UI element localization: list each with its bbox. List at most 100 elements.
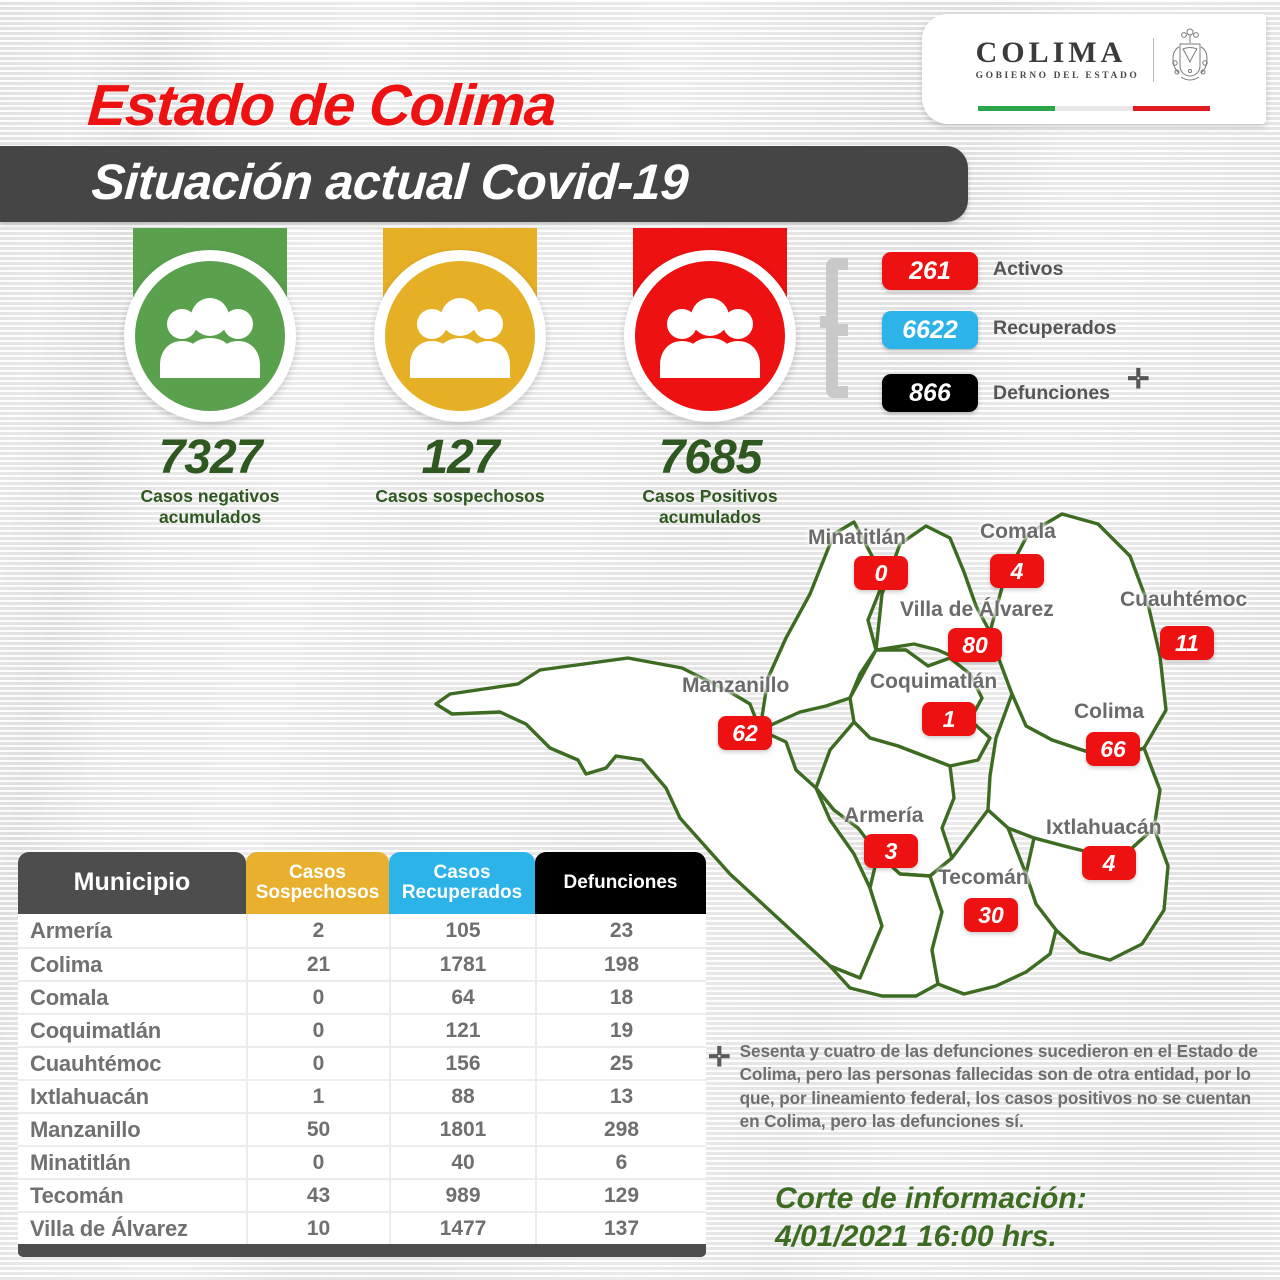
cell-defunciones: 19 [535,1015,706,1046]
map-badge-minatitlan: 0 [854,556,908,590]
map-badge-ixtlahuacan: 4 [1082,846,1136,880]
cell-defunciones: 6 [535,1147,706,1178]
cell-recuperados: 989 [389,1180,535,1211]
map-label-manzanillo: Manzanillo [682,674,790,697]
map-label-colima: Colima [1074,700,1145,723]
map-label-coquimatlan: Coquimatlán [870,670,998,693]
people-group-icon [154,294,266,378]
recuperados-pill: 6622 [882,311,978,349]
cell-defunciones: 198 [535,949,706,980]
cell-recuperados: 1781 [389,949,535,980]
cell-recuperados: 121 [389,1015,535,1046]
cutoff-block: Corte de información: 4/01/2021 16:00 hr… [775,1180,1087,1257]
logo-row: COLIMA GOBIERNO DEL ESTADO [976,27,1213,92]
table-header-sospechosos: Casos Sospechosos [246,852,389,914]
footnote-marker-icon: ✛ [1127,364,1150,394]
cell-municipio: Minatitlán [30,1149,131,1175]
positivos-circle [624,250,796,422]
negativos-value: 7327 [158,431,263,484]
cell-sospechosos: 0 [246,982,389,1013]
people-group-icon [654,294,766,378]
cutoff-datetime: 4/01/2021 16:00 hrs. [775,1220,1057,1254]
map-badge-armeria: 3 [864,834,918,868]
cell-recuperados: 105 [389,914,535,947]
summary-card-negativos: 7327 Casos negativos acumulados [95,228,325,527]
summary-card-sospechosos: 127 Casos sospechosos [345,228,575,506]
table-header-row: Municipio Casos Sospechosos Casos Recupera… [18,852,706,914]
cell-recuperados: 156 [389,1048,535,1079]
cell-sospechosos: 43 [246,1180,389,1211]
cell-sospechosos: 2 [246,914,389,947]
cell-municipio: Coquimatlán [30,1017,162,1043]
cell-municipio: Colima [30,951,103,977]
bracket-connector-icon [786,252,872,404]
cell-sospechosos: 10 [246,1213,389,1244]
table-row: Cuauhtémoc 0 156 25 [18,1046,706,1079]
table-header-recuperados: Casos Recuperados [389,852,535,914]
cell-sospechosos: 21 [246,949,389,980]
sospechosos-label-1: Casos sospechosos [375,486,545,506]
logo-tagline: GOBIERNO DEL ESTADO [975,71,1140,81]
cell-defunciones: 137 [535,1213,706,1244]
map-label-comala: Comala [980,520,1056,543]
sospechosos-value: 127 [421,431,499,484]
map-badge-manzanillo: 62 [718,716,772,750]
summary-card-positivos: 7685 Casos Positivos acumulados [595,228,825,527]
positivos-label-2: acumulados [658,507,762,528]
positivos-label-1: Casos Positivos [642,486,778,506]
table-row: Colima 21 1781 198 [18,947,706,980]
cell-recuperados: 1477 [389,1213,535,1244]
government-logo-card: COLIMA GOBIERNO DEL ESTADO [922,14,1266,124]
mexico-flag-line [978,106,1210,111]
cell-sospechosos: 50 [246,1114,389,1145]
cell-defunciones: 129 [535,1180,706,1211]
region-minatitlan [758,520,882,732]
footnote-text: Sesenta y cuatro de las defunciones suce… [739,1041,1258,1132]
table-header-defunciones: Defunciones [535,852,706,914]
cell-recuperados: 1801 [389,1114,535,1145]
map-label-tecoman: Tecomán [938,866,1029,889]
footnote-block: ✛ Sesenta y cuatro de las defunciones su… [708,1040,1268,1134]
cell-defunciones: 18 [535,982,706,1013]
cell-sospechosos: 0 [246,1048,389,1079]
subtitle-bar [0,146,968,222]
map-badge-comala: 4 [990,554,1044,588]
cell-municipio: Tecomán [30,1182,124,1208]
coat-of-arms-icon [1168,27,1212,92]
cell-municipio: Armería [30,917,112,943]
table-row: Armería 2 105 23 [18,914,706,947]
cell-municipio: Cuauhtémoc [30,1050,162,1076]
table-footer-bar [18,1244,706,1257]
activos-pill: 261 [882,252,978,290]
map-label-minatitlan: Minatitlán [808,526,906,549]
cell-recuperados: 64 [389,982,535,1013]
recuperados-label: Recuperados [993,317,1117,339]
map-badge-villa-de-alvarez: 80 [948,628,1002,662]
people-group-icon [404,294,516,378]
footnote-plus-icon: ✛ [708,1042,731,1072]
table-row: Comala 0 64 18 [18,980,706,1013]
sospechosos-circle [374,250,546,422]
cutoff-label: Corte de información: [775,1182,1087,1215]
municipio-stats-table: Municipio Casos Sospechosos Casos Recupera… [18,852,706,1257]
cell-defunciones: 298 [535,1114,706,1145]
logo-divider [1153,37,1155,82]
defunciones-label: Defunciones [993,382,1111,404]
map-label-ixtlahuacan: Ixtlahuacán [1046,816,1162,839]
cell-sospechosos: 0 [246,1015,389,1046]
negativos-label-2: acumulados [158,507,262,528]
map-badge-colima: 66 [1086,732,1140,766]
table-row: Ixtlahuacán 1 88 13 [18,1079,706,1112]
map-label-cuauhtemoc: Cuauhtémoc [1120,588,1248,611]
page-subtitle: Situación actual Covid-19 [90,154,690,210]
page-title: Estado de Colima [85,73,558,138]
map-label-armeria: Armería [844,804,924,827]
activos-label: Activos [993,258,1064,280]
table-row: Tecomán 43 989 129 [18,1178,706,1211]
cell-defunciones: 23 [535,914,706,947]
colima-state-map: Minatitlán 0 Comala 4 Villa de Álvarez 8… [430,498,1270,998]
table-row: Manzanillo 50 1801 298 [18,1112,706,1145]
cell-sospechosos: 0 [246,1147,389,1178]
cell-defunciones: 25 [535,1048,706,1079]
map-badge-coquimatlan: 1 [922,702,976,736]
